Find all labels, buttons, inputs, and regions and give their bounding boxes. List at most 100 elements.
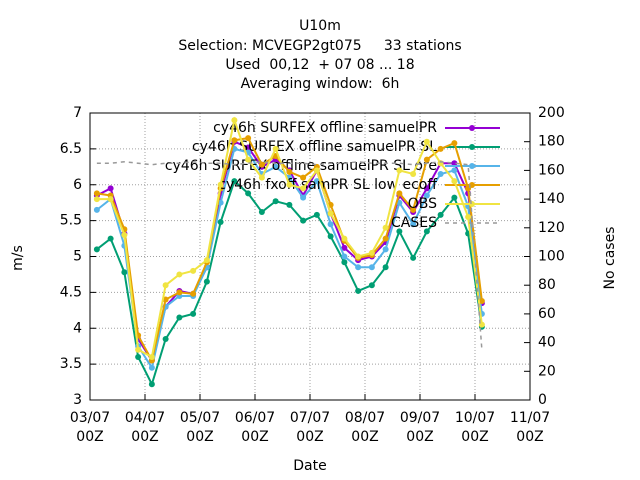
series-point bbox=[355, 253, 362, 260]
y-tick-label: 6.5 bbox=[60, 141, 82, 157]
series-point bbox=[272, 145, 279, 152]
series-point bbox=[382, 235, 389, 242]
series-point bbox=[300, 174, 307, 181]
series-point bbox=[451, 160, 458, 167]
series-point bbox=[437, 211, 444, 218]
series-point bbox=[423, 138, 430, 145]
series-point bbox=[148, 381, 155, 388]
series-point bbox=[478, 297, 485, 304]
legend-marker bbox=[469, 163, 475, 169]
legend-marker bbox=[469, 182, 475, 188]
series-point bbox=[341, 253, 348, 260]
series-point bbox=[327, 233, 334, 240]
x-tick-label: 05/07 00Z bbox=[180, 410, 220, 445]
series-point bbox=[368, 264, 375, 271]
y-tick-label: 3 bbox=[73, 392, 82, 408]
series-point bbox=[217, 181, 224, 188]
series-point bbox=[121, 231, 128, 238]
series-point bbox=[355, 287, 362, 294]
y2-axis-label: No cases bbox=[602, 227, 618, 290]
legend-label: OBS bbox=[408, 196, 437, 212]
legend-marker bbox=[469, 125, 475, 131]
series-point bbox=[245, 135, 252, 142]
x-tick-label: 11/07 00Z bbox=[510, 410, 550, 445]
y-axis-label: m/s bbox=[10, 245, 26, 271]
series-point bbox=[313, 178, 320, 185]
series-line bbox=[96, 161, 483, 350]
series-point bbox=[410, 254, 417, 261]
series-point bbox=[190, 310, 197, 317]
x-tick-label: 07/07 00Z bbox=[290, 410, 330, 445]
series-point bbox=[382, 224, 389, 231]
series-point bbox=[341, 235, 348, 242]
series-point bbox=[258, 209, 265, 216]
series-point bbox=[423, 185, 430, 192]
series-point bbox=[286, 168, 293, 175]
series-point bbox=[410, 170, 417, 177]
x-tick-label: 10/07 00Z bbox=[455, 410, 495, 445]
legend-marker bbox=[469, 144, 475, 150]
y2-tick-label: 0 bbox=[538, 392, 547, 408]
x-tick-label: 09/07 00Z bbox=[400, 410, 440, 445]
series-point bbox=[135, 346, 142, 353]
y-tick-label: 5 bbox=[73, 249, 82, 265]
x-axis-label: Date bbox=[293, 458, 326, 474]
series-point bbox=[135, 353, 142, 360]
series-point bbox=[162, 282, 169, 289]
series-point bbox=[410, 206, 417, 213]
series-point bbox=[341, 259, 348, 266]
series-point bbox=[258, 174, 265, 181]
chart-title: U10m bbox=[299, 18, 341, 34]
series-point bbox=[245, 156, 252, 163]
y2-tick-label: 80 bbox=[538, 277, 556, 293]
chart-subtitle: Used 00,12 + 07 08 ... 18 bbox=[225, 57, 414, 73]
series-point bbox=[93, 206, 100, 213]
series-point bbox=[341, 244, 348, 251]
series-point bbox=[300, 185, 307, 192]
legend-label: cy46h SURFEX offline samuelPR SL ore bbox=[165, 158, 437, 174]
y2-tick-label: 200 bbox=[538, 105, 565, 121]
y-tick-label: 5.5 bbox=[60, 213, 82, 229]
chart-subtitle: Averaging window: 6h bbox=[241, 76, 400, 92]
legend-label: cy46h SURFEX offline samuelPR SL bbox=[192, 139, 437, 155]
legend-label: cy46h fxoff samPR SL low ecoff bbox=[218, 177, 437, 193]
series-point bbox=[176, 271, 183, 278]
series-point bbox=[423, 228, 430, 235]
chart-subtitle: Selection: MCVEGP2gt075 33 stations bbox=[178, 38, 461, 54]
series-point bbox=[327, 221, 334, 228]
series-point bbox=[382, 264, 389, 271]
series-point bbox=[368, 249, 375, 256]
series-point bbox=[148, 353, 155, 360]
series-point bbox=[313, 167, 320, 174]
series-point bbox=[465, 214, 472, 221]
series-point bbox=[162, 336, 169, 343]
series-point bbox=[176, 289, 183, 296]
series-point bbox=[245, 144, 252, 151]
series-point bbox=[231, 137, 238, 144]
series-point bbox=[286, 201, 293, 208]
series-point bbox=[217, 219, 224, 226]
y2-tick-label: 20 bbox=[538, 363, 556, 379]
y2-tick-label: 140 bbox=[538, 191, 565, 207]
series-point bbox=[176, 314, 183, 321]
series-point bbox=[272, 198, 279, 205]
series-point bbox=[121, 269, 128, 276]
series-point bbox=[231, 178, 238, 185]
series-point bbox=[203, 257, 210, 264]
series-point bbox=[190, 290, 197, 297]
legend-marker bbox=[469, 201, 475, 207]
x-tick-label: 03/07 00Z bbox=[70, 410, 110, 445]
y-tick-label: 3.5 bbox=[60, 356, 82, 372]
plot-frame bbox=[89, 112, 531, 401]
y-tick-label: 4.5 bbox=[60, 284, 82, 300]
series-point bbox=[93, 190, 100, 197]
series-point bbox=[203, 278, 210, 285]
y-tick-label: 4 bbox=[73, 320, 82, 336]
series-point bbox=[258, 161, 265, 168]
series-point bbox=[107, 235, 114, 242]
series-point bbox=[423, 156, 430, 163]
series-point bbox=[451, 194, 458, 201]
series-point bbox=[93, 246, 100, 253]
series-point bbox=[148, 364, 155, 371]
